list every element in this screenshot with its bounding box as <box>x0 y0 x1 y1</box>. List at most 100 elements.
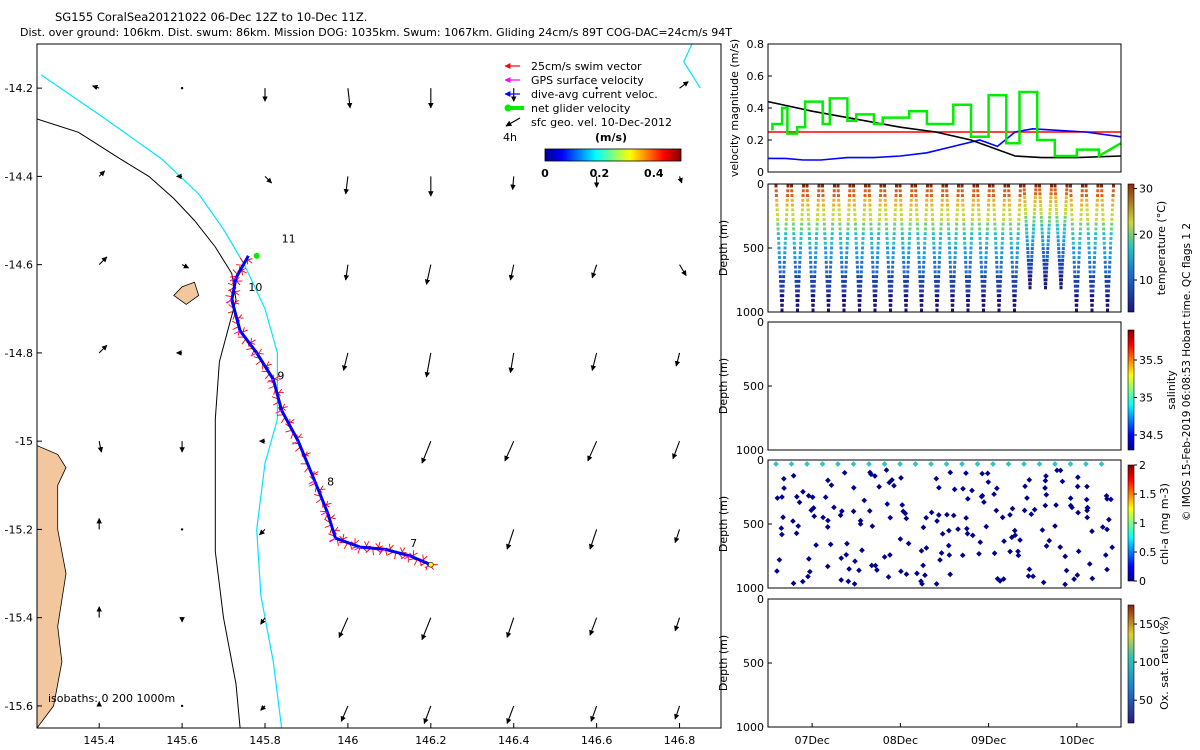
temperature-sample <box>1087 251 1091 255</box>
temperature-sample <box>904 298 908 302</box>
geo-velocity-arrow <box>679 81 689 89</box>
temperature-sample <box>783 246 787 250</box>
temperature-sample <box>947 236 951 240</box>
temperature-sample <box>874 279 878 283</box>
temperature-sample <box>1016 232 1020 236</box>
temperature-sample <box>887 284 891 288</box>
temperature-sample <box>965 284 969 288</box>
temperature-sample <box>1022 184 1026 188</box>
legend-net-glider-label: net glider velocity <box>531 102 631 115</box>
temperature-sample <box>889 303 893 307</box>
temperature-sample <box>1101 222 1105 226</box>
temperature-sample <box>936 289 940 293</box>
temperature-sample <box>828 270 832 274</box>
temperature-sample <box>893 217 897 221</box>
temperature-sample <box>814 241 818 245</box>
map-plot-area: 11 10 9 8 7 <box>37 44 701 728</box>
temperature-sample <box>842 308 846 312</box>
chl-sample <box>1102 552 1109 558</box>
salinity-colorbar-ticks: 34.5 35 35.5 <box>1134 354 1164 442</box>
temperature-sample <box>1085 198 1089 202</box>
temperature-sample <box>1091 279 1095 283</box>
temperature-sample <box>893 208 897 212</box>
temperature-sample <box>916 236 920 240</box>
chl-sample <box>774 568 780 574</box>
temperature-sample <box>1047 231 1051 235</box>
geo-velocity-arrow <box>260 617 266 625</box>
temperature-sample <box>1101 213 1105 217</box>
temperature-sample <box>856 284 860 288</box>
chl-sample <box>991 491 997 498</box>
temperature-sample <box>926 184 929 188</box>
temperature-sample <box>979 265 983 269</box>
temperature-sample <box>1086 217 1090 221</box>
temperature-sample <box>962 222 966 226</box>
geo-velocity-arrow <box>181 263 190 269</box>
temperature-sample <box>1075 289 1079 293</box>
temperature-sample <box>860 265 864 269</box>
temperature-sample <box>861 227 865 231</box>
temperature-sample <box>968 275 972 279</box>
temperature-sample <box>984 251 988 255</box>
temperature-sample <box>1059 278 1063 282</box>
temperature-sample <box>1065 188 1069 192</box>
chl-sample <box>827 541 834 548</box>
temperature-sample <box>809 275 813 279</box>
temperature-sample <box>809 270 813 274</box>
temperature-sample <box>859 275 863 279</box>
temperature-sample <box>876 246 880 250</box>
temperature-sample <box>948 265 952 269</box>
temperature-sample <box>840 275 844 279</box>
temperature-sample <box>829 251 833 255</box>
temperature-sample <box>830 232 834 236</box>
temperature-sample <box>1109 246 1112 250</box>
chl-sample <box>881 554 888 560</box>
temperature-sample <box>1070 222 1074 226</box>
chl-sample <box>963 525 970 532</box>
temperature-sample <box>863 189 867 193</box>
temperature-sample <box>887 279 891 283</box>
chlorophyll-colorbar <box>1127 464 1135 582</box>
geo-velocity-arrow <box>506 705 515 725</box>
temperature-sample <box>1104 279 1108 283</box>
temperature-sample <box>827 303 831 307</box>
temperature-sample <box>949 284 953 288</box>
geo-velocity-arrow <box>424 352 432 378</box>
chl-sample <box>1084 514 1091 521</box>
gps-surface-velocity <box>229 277 237 282</box>
temperature-sample <box>948 246 951 250</box>
temperature-sample <box>901 236 905 240</box>
temperature-sample <box>1000 256 1004 260</box>
temperature-sample <box>1089 279 1093 283</box>
temperature-sample <box>901 246 905 250</box>
temperature-sample <box>1061 250 1065 254</box>
chl-sample <box>779 494 785 500</box>
chl-sample <box>1043 543 1050 549</box>
temperature-sample <box>774 189 778 193</box>
temperature-sample <box>960 194 964 198</box>
chl-sample <box>1040 579 1047 586</box>
temperature-sample <box>1100 203 1104 207</box>
salinity-colorbar <box>1127 329 1135 451</box>
temperature-sample <box>935 298 939 302</box>
temperature-sample <box>884 222 888 226</box>
temperature-sample <box>982 294 986 298</box>
temperature-sample <box>793 251 797 255</box>
temperature-sample <box>885 236 889 240</box>
temperature-sample <box>1061 254 1065 258</box>
chl-sample <box>933 581 940 587</box>
temperature-sample <box>1109 232 1113 236</box>
temperature-sample <box>1062 227 1066 231</box>
chl-sample <box>963 470 969 476</box>
temperature-sample <box>947 232 951 236</box>
temperature-sample <box>1063 219 1067 223</box>
temperature-sample <box>1080 189 1084 193</box>
temperature-sample <box>821 184 824 188</box>
temperature-sample <box>900 222 904 226</box>
temperature-sample <box>1072 265 1076 269</box>
chl-sample <box>838 577 845 583</box>
temperature-sample <box>904 308 908 312</box>
chl-sample <box>781 485 787 491</box>
temperature-sample <box>777 251 781 255</box>
temperature-sample <box>1018 198 1022 202</box>
